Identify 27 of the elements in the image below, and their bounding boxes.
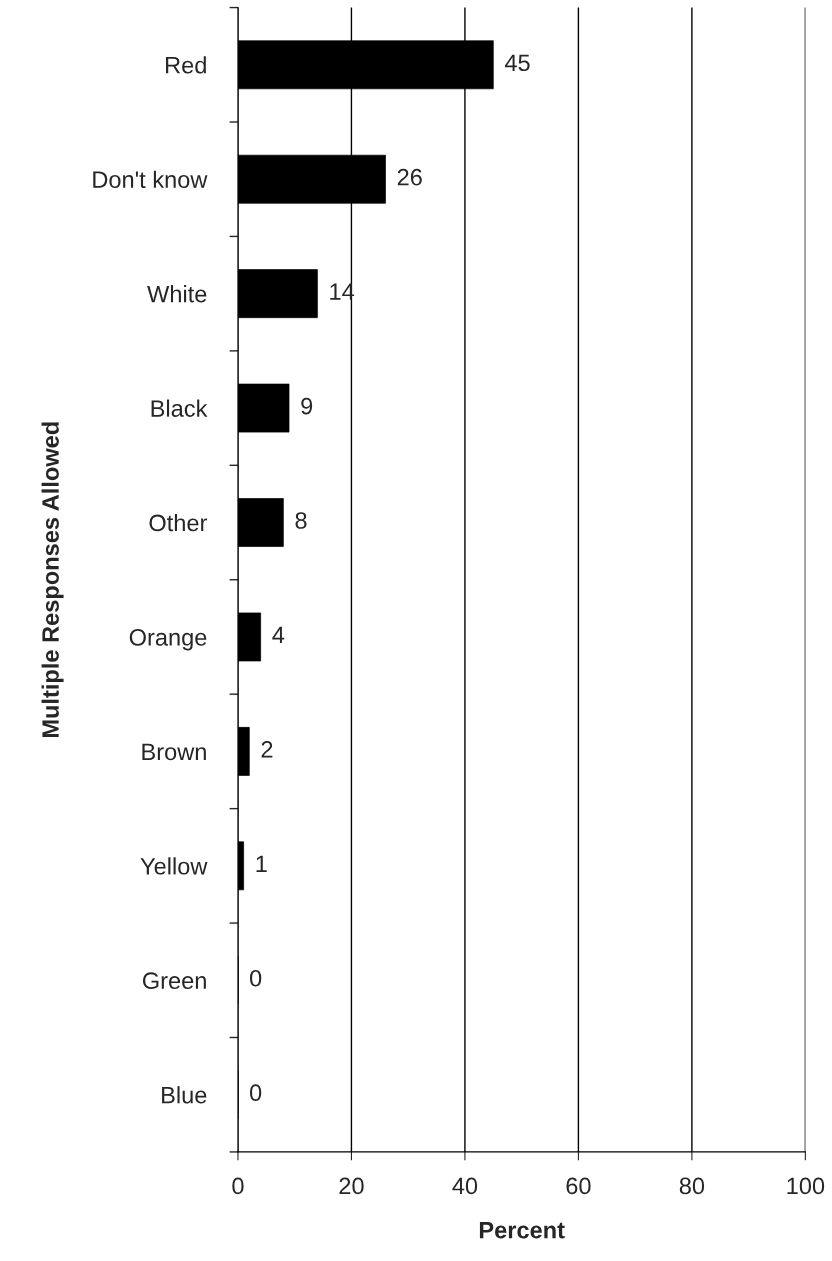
y-tick-label: Brown xyxy=(142,743,206,761)
data-label: 26 xyxy=(397,168,422,186)
y-tick-label: White xyxy=(147,285,207,303)
y-tick-label: Don't know xyxy=(93,170,208,189)
x-tick-label: 80 xyxy=(679,1177,705,1195)
data-label: 1 xyxy=(256,855,267,872)
data-label: 8 xyxy=(295,512,307,529)
data-label: 0 xyxy=(249,1084,262,1102)
x-tick-label: 20 xyxy=(339,1177,364,1195)
x-tick-label: 100 xyxy=(787,1177,825,1195)
y-axis-title: Multiple Responses Allowed xyxy=(41,422,64,738)
data-label: 45 xyxy=(504,54,530,72)
data-label: 9 xyxy=(301,397,313,415)
y-tick-label: Green xyxy=(142,972,206,990)
x-tick-label: 0 xyxy=(232,1177,244,1195)
data-label: 2 xyxy=(261,741,273,758)
x-axis-title: Percent xyxy=(479,1222,565,1239)
y-tick-label: Yellow xyxy=(140,857,208,875)
data-label: 0 xyxy=(249,969,262,987)
data-label: 4 xyxy=(272,626,285,644)
x-tick-label: 40 xyxy=(452,1177,478,1195)
y-tick-label: Black xyxy=(151,399,208,417)
x-tick-label: 60 xyxy=(566,1177,591,1195)
y-tick-label: Orange xyxy=(129,629,207,651)
y-tick-label: Other xyxy=(149,513,208,532)
y-tick-label: Blue xyxy=(162,1086,207,1104)
y-tick-label: Red xyxy=(166,56,206,74)
